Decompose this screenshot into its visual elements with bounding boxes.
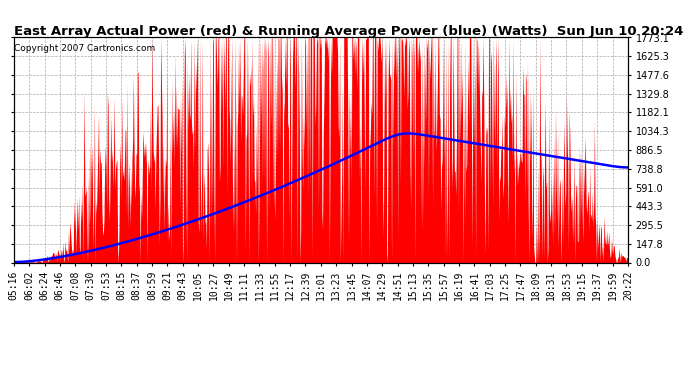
- Text: Copyright 2007 Cartronics.com: Copyright 2007 Cartronics.com: [14, 44, 156, 53]
- Text: East Array Actual Power (red) & Running Average Power (blue) (Watts)  Sun Jun 10: East Array Actual Power (red) & Running …: [14, 24, 683, 38]
